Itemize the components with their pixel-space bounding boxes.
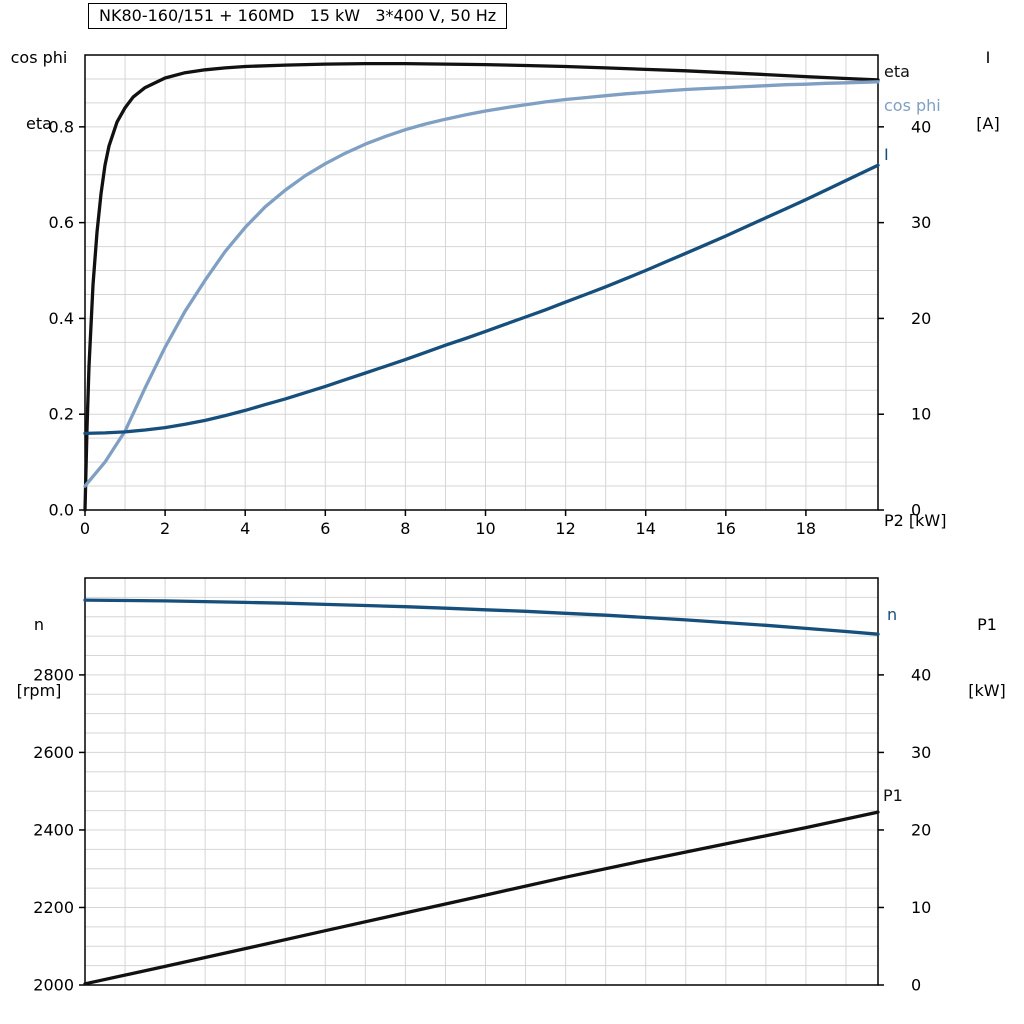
left-axis-title-top-chart: cos phi eta — [2, 3, 76, 179]
speed-power-chart: 2000 2200 2400 2600 2800 0 10 20 30 40 — [33, 577, 931, 995]
curve-cos-phi — [83, 80, 880, 488]
x-tick-label: 4 — [240, 519, 250, 538]
y-right-tick-label: 0 — [911, 501, 921, 520]
y-right-tick-label: 30 — [911, 743, 931, 762]
y-right-tick-label: 0 — [911, 976, 921, 995]
y-right-tick-label: 40 — [911, 665, 931, 684]
left-axis-title-line1: cos phi — [10, 48, 68, 67]
x-tick-label: 0 — [80, 519, 90, 538]
y-right-tick-label: 10 — [911, 898, 931, 917]
left-axis-title-line2: [rpm] — [16, 681, 62, 700]
y-right-tick-label: 40 — [911, 117, 931, 136]
y-left-tick-label: 0.8 — [49, 117, 74, 136]
left-axis-title-line1: n — [33, 615, 45, 634]
y-left-tick-label: 2800 — [33, 665, 74, 684]
y-left-tick-label: 0.6 — [49, 213, 74, 232]
y-left-tick-label: 2600 — [33, 743, 74, 762]
left-axis-title-line2: eta — [26, 114, 52, 133]
curve-label-p1: P1 — [883, 786, 903, 805]
x-tick-label: 16 — [716, 519, 736, 538]
y-left-tick-label: 0.0 — [49, 501, 74, 520]
x-tick-label: 18 — [796, 519, 816, 538]
y-right-tick-label: 20 — [911, 820, 931, 839]
curve-n — [83, 598, 880, 636]
curve-label-speed: n — [887, 605, 898, 624]
x-tick-label: 6 — [320, 519, 330, 538]
motor-electrical-chart: 0.0 0.2 0.4 0.6 0.8 0 10 20 30 40 0 2 4 6 8 10 12 14 16 18 — [49, 54, 931, 538]
plot-border — [84, 54, 879, 511]
curve-label-eta: eta — [884, 62, 910, 81]
right-axis-title-line2: [A] — [976, 114, 1000, 133]
y-left-tick-label: 0.4 — [49, 309, 74, 328]
y-right-tick-label: 20 — [911, 309, 931, 328]
right-axis-title-bottom-chart: P1 [kW] — [954, 570, 1020, 746]
y-left-tick-label: 2000 — [33, 976, 74, 995]
y-right-tick-label: 30 — [911, 213, 931, 232]
right-axis-title-line1: P1 — [977, 615, 997, 634]
x-tick-label: 8 — [400, 519, 410, 538]
left-axis-title-bottom-chart: n [rpm] — [2, 570, 76, 746]
curve-P1 — [83, 810, 880, 986]
y-left-tick-label: 2200 — [33, 898, 74, 917]
curve-label-cos-phi: cos phi — [884, 96, 941, 115]
x-axis-title: P2 [kW] — [884, 511, 947, 530]
curve-I — [83, 163, 880, 436]
right-axis-title-line2: [kW] — [968, 681, 1006, 700]
curve-label-current: I — [884, 145, 889, 164]
y-left-tick-label: 2400 — [33, 820, 74, 839]
y-right-tick-label: 10 — [911, 405, 931, 424]
plot-border — [84, 577, 879, 986]
x-tick-label: 10 — [475, 519, 495, 538]
x-tick-label: 12 — [555, 519, 575, 538]
right-axis-title-top-chart: I [A] — [956, 3, 1020, 179]
right-axis-title-line1: I — [985, 48, 991, 67]
y-left-tick-label: 0.2 — [49, 405, 74, 424]
x-tick-label: 2 — [160, 519, 170, 538]
x-tick-label: 14 — [636, 519, 656, 538]
chart-title: NK80-160/151 + 160MD 15 kW 3*400 V, 50 H… — [88, 3, 508, 29]
curve-eta — [83, 61, 880, 512]
